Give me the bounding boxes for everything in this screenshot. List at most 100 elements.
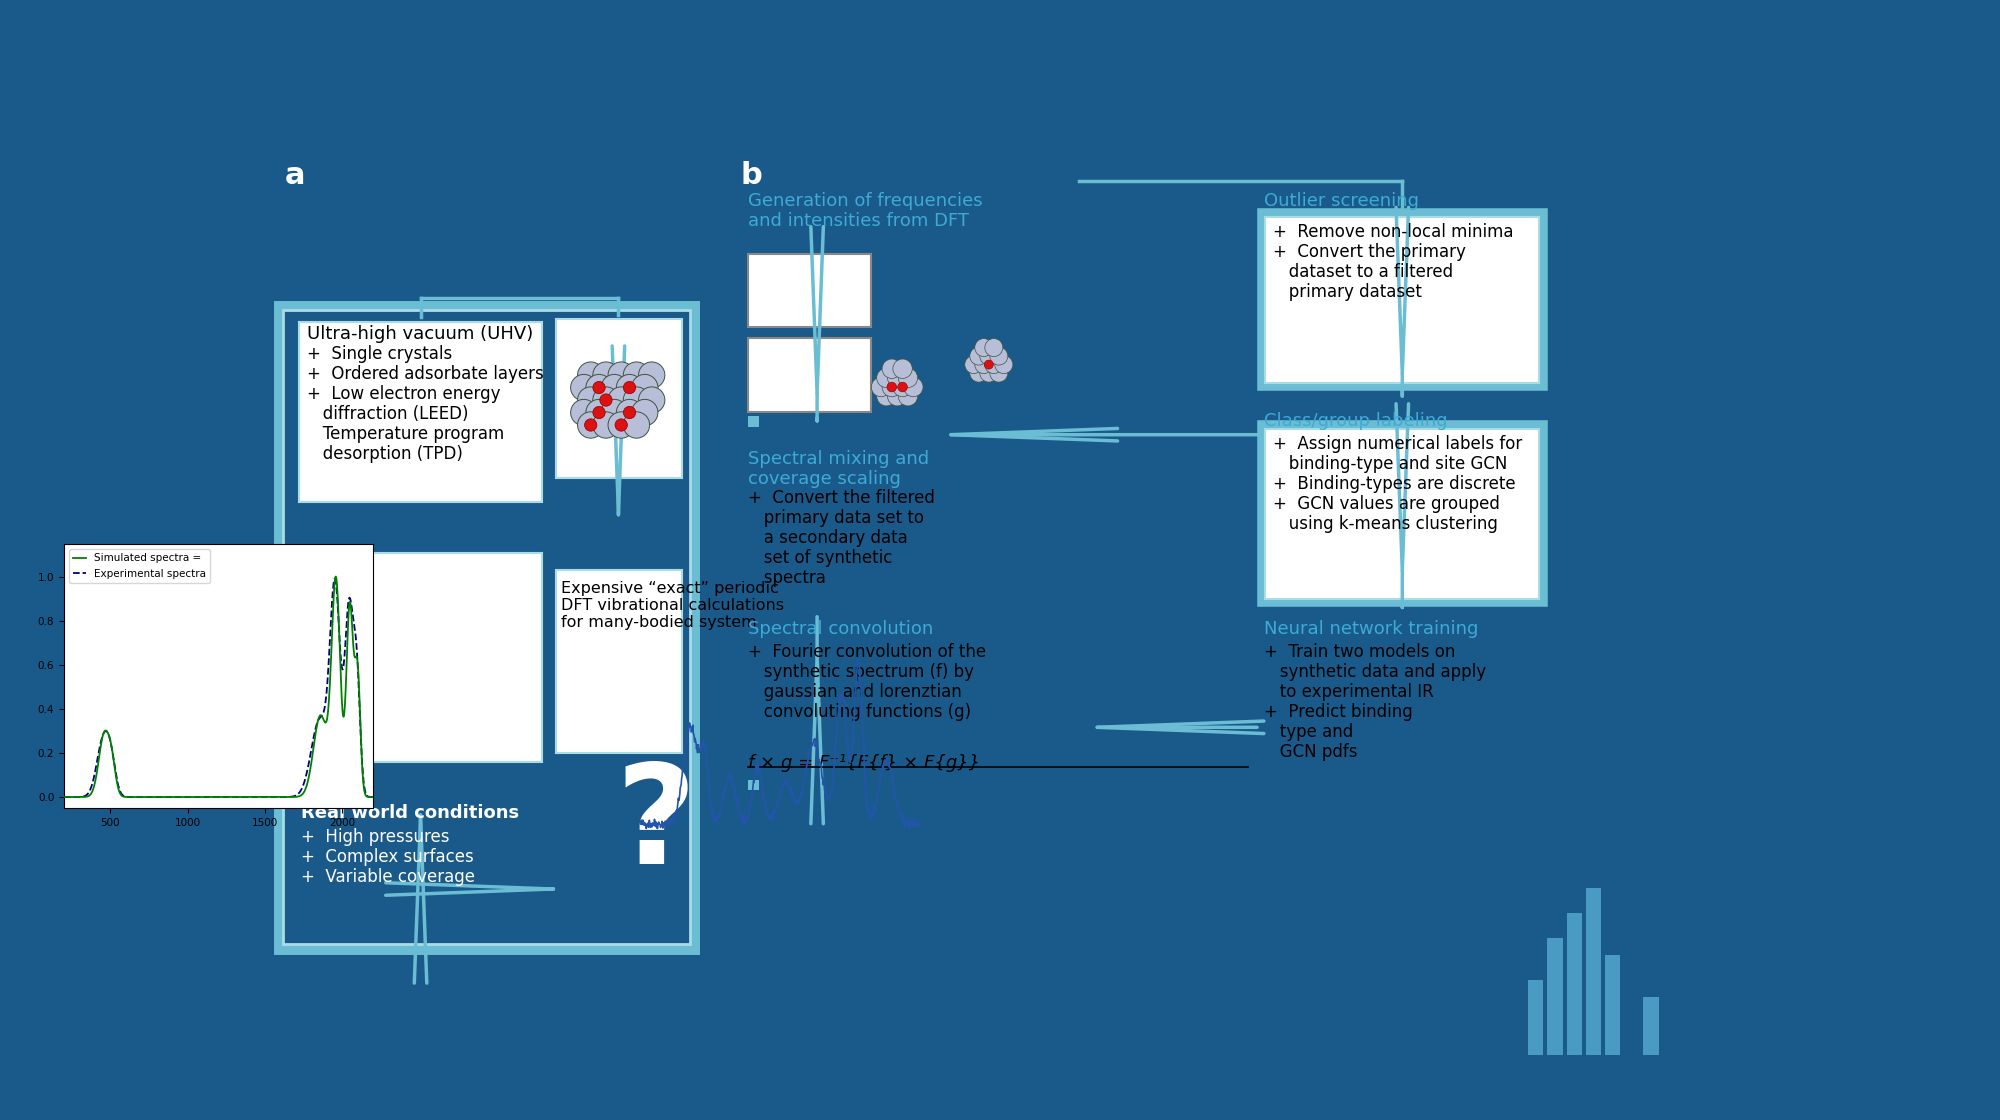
- Circle shape: [974, 338, 992, 356]
- Bar: [1508, 1005, 1524, 1055]
- Text: +  Train two models on: + Train two models on: [1264, 643, 1456, 661]
- Text: convoluting functions (g): convoluting functions (g): [748, 702, 970, 720]
- Text: +  Predict binding: + Predict binding: [1264, 702, 1412, 720]
- FancyBboxPatch shape: [298, 323, 542, 503]
- Text: +  Convert the primary: + Convert the primary: [1272, 243, 1466, 261]
- Text: primary dataset: primary dataset: [1272, 283, 1422, 301]
- FancyBboxPatch shape: [748, 338, 872, 411]
- FancyBboxPatch shape: [1260, 212, 1544, 389]
- Circle shape: [898, 382, 908, 392]
- Circle shape: [888, 386, 906, 405]
- FancyBboxPatch shape: [1260, 423, 1544, 604]
- Text: Class/group labeling: Class/group labeling: [1264, 411, 1448, 430]
- Text: +  Single crystals: + Single crystals: [308, 345, 452, 363]
- Text: for many-bodied system: for many-bodied system: [560, 615, 756, 629]
- Text: +  Binding-types are discrete: + Binding-types are discrete: [1272, 475, 1516, 493]
- Text: binding-type and site GCN: binding-type and site GCN: [1272, 455, 1508, 473]
- Circle shape: [592, 362, 620, 389]
- Circle shape: [886, 382, 896, 392]
- FancyBboxPatch shape: [1266, 429, 1540, 599]
- Circle shape: [892, 377, 912, 396]
- FancyBboxPatch shape: [552, 315, 686, 483]
- Circle shape: [624, 412, 650, 438]
- Circle shape: [624, 407, 636, 419]
- Circle shape: [600, 394, 612, 407]
- Circle shape: [984, 338, 1002, 356]
- Text: +  Convert the filtered: + Convert the filtered: [748, 488, 934, 506]
- Text: a: a: [284, 161, 304, 190]
- Circle shape: [570, 374, 596, 401]
- Circle shape: [578, 412, 604, 438]
- Circle shape: [974, 355, 992, 374]
- Text: Outlier screening: Outlier screening: [1264, 193, 1418, 211]
- Bar: [1604, 955, 1620, 1055]
- Text: gaussian and lorenztian: gaussian and lorenztian: [748, 682, 962, 701]
- Text: +  Ordered adsorbate layers: + Ordered adsorbate layers: [308, 365, 544, 383]
- Text: Generation of frequencies: Generation of frequencies: [748, 193, 982, 211]
- Circle shape: [624, 362, 650, 389]
- Circle shape: [608, 362, 634, 389]
- Text: +  Remove non-local minima: + Remove non-local minima: [1272, 223, 1514, 241]
- Circle shape: [970, 364, 988, 382]
- Text: Spectral convolution: Spectral convolution: [748, 619, 934, 637]
- Bar: [1470, 1014, 1486, 1055]
- Circle shape: [980, 364, 998, 382]
- Text: desorption (TPD): desorption (TPD): [308, 446, 464, 464]
- FancyBboxPatch shape: [552, 566, 686, 758]
- Circle shape: [980, 347, 998, 365]
- Circle shape: [616, 419, 628, 431]
- Text: f × g = F⁻¹{F{f} × F{g}}: f × g = F⁻¹{F{f} × F{g}}: [748, 754, 980, 773]
- Text: +  Assign numerical labels for: + Assign numerical labels for: [1272, 435, 1522, 452]
- FancyBboxPatch shape: [748, 417, 758, 427]
- Circle shape: [624, 382, 636, 394]
- Circle shape: [882, 360, 902, 379]
- Text: Temperature program: Temperature program: [308, 426, 504, 444]
- Text: Expensive “exact” periodic: Expensive “exact” periodic: [560, 581, 778, 596]
- Text: dataset to a filtered: dataset to a filtered: [1272, 263, 1454, 281]
- FancyBboxPatch shape: [1266, 217, 1540, 383]
- FancyBboxPatch shape: [276, 304, 696, 951]
- Circle shape: [584, 419, 596, 431]
- Circle shape: [632, 374, 658, 401]
- Circle shape: [586, 400, 612, 426]
- FancyBboxPatch shape: [294, 317, 548, 507]
- FancyBboxPatch shape: [282, 310, 690, 944]
- Bar: [1644, 997, 1658, 1055]
- Text: and intensities from DFT: and intensities from DFT: [748, 212, 968, 231]
- Circle shape: [898, 386, 918, 405]
- Text: type and: type and: [1264, 722, 1352, 740]
- Text: +  Complex surfaces: + Complex surfaces: [302, 848, 474, 866]
- Circle shape: [578, 362, 604, 389]
- Bar: [1566, 913, 1582, 1055]
- Circle shape: [616, 374, 642, 401]
- FancyBboxPatch shape: [298, 553, 542, 762]
- Text: Neural network training: Neural network training: [1264, 619, 1478, 637]
- Text: a secondary data: a secondary data: [748, 529, 908, 547]
- Text: GCN pdfs: GCN pdfs: [1264, 743, 1358, 760]
- Circle shape: [970, 347, 988, 365]
- Circle shape: [638, 386, 664, 413]
- Circle shape: [592, 382, 606, 394]
- Text: Ultra-high vacuum (UHV): Ultra-high vacuum (UHV): [308, 325, 534, 344]
- Circle shape: [608, 386, 634, 413]
- Text: +  High pressures: + High pressures: [302, 828, 450, 847]
- Circle shape: [872, 377, 890, 396]
- Bar: [1432, 1030, 1448, 1055]
- Circle shape: [608, 412, 634, 438]
- Text: DFT vibrational calculations: DFT vibrational calculations: [560, 598, 784, 613]
- Text: diffraction (LEED): diffraction (LEED): [308, 405, 468, 423]
- Text: synthetic data and apply: synthetic data and apply: [1264, 663, 1486, 681]
- FancyBboxPatch shape: [556, 570, 682, 754]
- Bar: [1452, 1042, 1466, 1055]
- Text: +  Variable coverage: + Variable coverage: [302, 868, 476, 886]
- Bar: [1586, 888, 1602, 1055]
- Legend: Simulated spectra =, Experimental spectra: Simulated spectra =, Experimental spectr…: [70, 549, 210, 582]
- Bar: [1490, 1035, 1506, 1055]
- Circle shape: [898, 368, 918, 388]
- Circle shape: [592, 386, 620, 413]
- Text: ?: ?: [616, 758, 696, 893]
- Bar: [1624, 1021, 1640, 1055]
- Circle shape: [990, 364, 1008, 382]
- Text: +  Low electron energy: + Low electron energy: [308, 385, 500, 403]
- Circle shape: [602, 400, 628, 426]
